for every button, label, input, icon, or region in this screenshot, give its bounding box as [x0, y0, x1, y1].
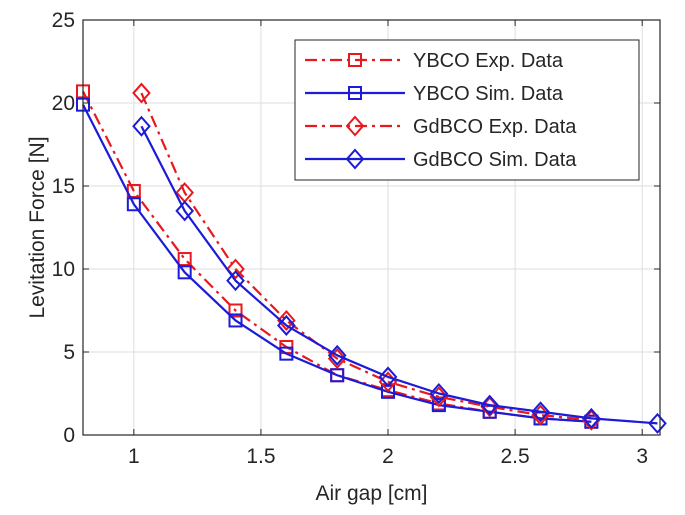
axes: 1 1.5 2 2.5 3 0 5 10 15 20 25	[52, 9, 661, 468]
data-point	[327, 348, 347, 370]
data-point	[132, 82, 151, 104]
legend-marker	[345, 148, 365, 170]
x-tick-label: 1	[128, 445, 140, 468]
series-line	[82, 104, 592, 423]
series-2	[132, 82, 601, 431]
y-tick-label: 10	[52, 258, 75, 281]
data-point	[480, 394, 500, 416]
legend-marker	[345, 115, 365, 137]
y-tick-label: 15	[52, 175, 75, 198]
legend: YBCO Exp. Data YBCO Sim. Data GdBCO Exp. D…	[294, 39, 640, 181]
data-point	[531, 401, 550, 423]
y-axis-label: Levitation Force [N]	[26, 136, 49, 318]
legend-marker	[348, 53, 362, 67]
data-point	[648, 412, 667, 434]
x-tick-label: 1.5	[246, 445, 275, 468]
legend-entry: YBCO Exp. Data	[305, 50, 564, 72]
x-tick-label: 2	[382, 445, 394, 468]
legend-label: YBCO Exp. Data	[413, 50, 564, 72]
legend-entry: YBCO Sim. Data	[305, 83, 564, 105]
series-line	[140, 92, 592, 422]
data-point	[431, 398, 446, 413]
legend-marker	[348, 86, 362, 100]
data-point	[228, 303, 243, 318]
data-point	[175, 200, 195, 222]
legend-label: GdBCO Exp. Data	[413, 116, 577, 138]
series-line	[140, 125, 658, 425]
data-point	[327, 344, 347, 366]
x-tick-label: 3	[636, 445, 648, 468]
plot-series	[76, 82, 667, 434]
data-point	[228, 313, 243, 328]
data-point	[277, 314, 296, 336]
y-tick-label: 0	[63, 424, 75, 447]
data-point	[277, 309, 296, 331]
legend-entry: GdBCO Sim. Data	[305, 148, 577, 171]
data-point	[330, 368, 345, 383]
x-tick-label: 2.5	[501, 445, 530, 468]
data-point	[429, 382, 449, 405]
y-tick-label: 25	[52, 9, 75, 32]
series-3	[132, 115, 667, 434]
x-axis-label: Air gap [cm]	[315, 482, 427, 505]
data-point	[378, 366, 398, 388]
series-line	[82, 90, 592, 423]
y-tick-label: 20	[52, 92, 75, 115]
legend-box	[294, 39, 640, 181]
legend-entry: GdBCO Exp. Data	[305, 115, 577, 138]
legend-label: YBCO Sim. Data	[413, 83, 564, 105]
legend-label: GdBCO Sim. Data	[413, 149, 577, 171]
data-point	[132, 115, 151, 137]
data-point	[226, 258, 245, 280]
data-point	[279, 346, 294, 361]
data-point	[177, 252, 192, 267]
data-point	[226, 270, 245, 292]
data-point	[177, 265, 192, 280]
axes-box	[82, 19, 661, 436]
y-tick-label: 5	[63, 341, 75, 364]
data-point	[582, 407, 601, 429]
data-point	[126, 197, 141, 212]
